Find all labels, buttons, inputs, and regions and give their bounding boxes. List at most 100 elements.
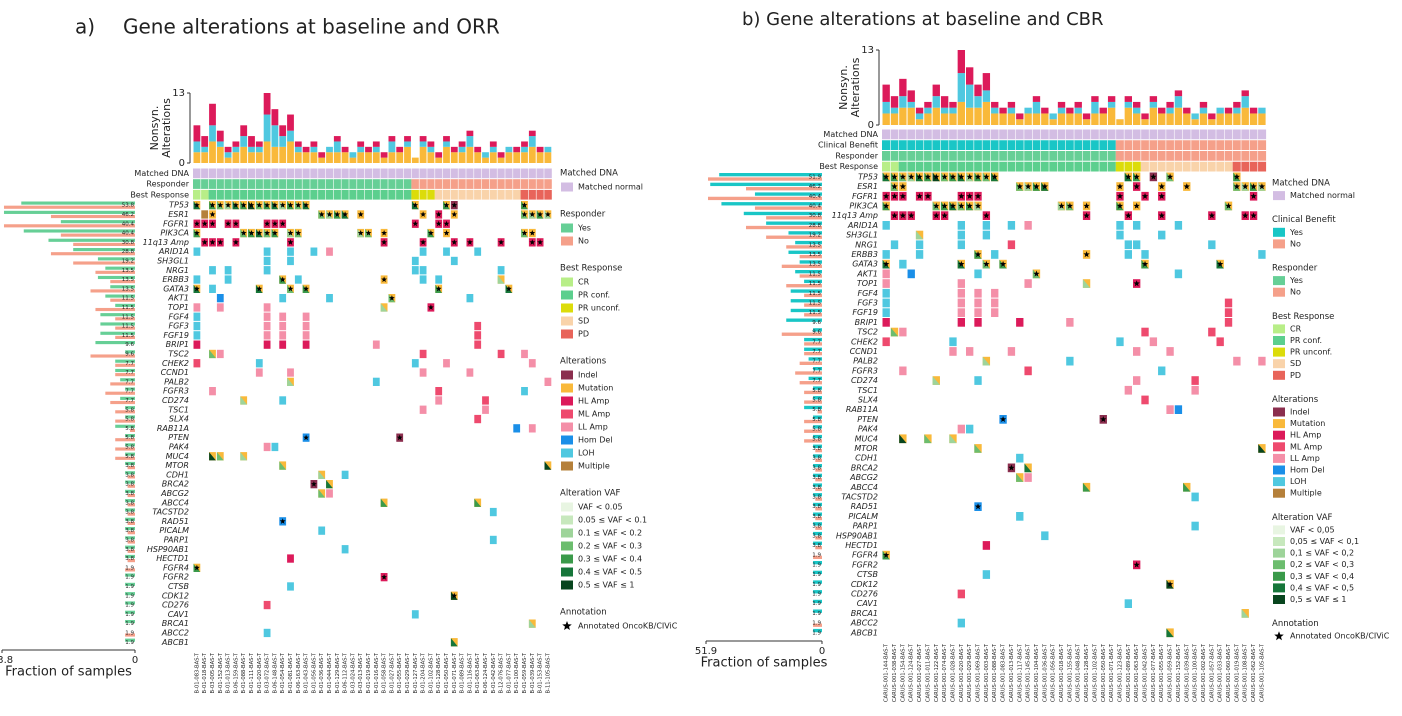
alteration-cell [957,191,965,201]
cell-fill [974,298,982,308]
gene-label: ABCB1 [161,638,189,647]
alteration-cell [435,387,443,396]
legend-swatch [1273,548,1285,558]
cell-fill [1224,308,1233,317]
sample-label: CARUS-001-038-BAS-T [892,643,898,702]
gene-label: FGF19 [852,308,878,317]
alteration-cell [193,331,201,340]
gene-label: PAK4 [858,425,878,434]
bar-segment [982,90,991,102]
sample-label: CARUS-001-071-BAS-T [1109,643,1115,702]
cell-vaf [318,489,326,498]
cell-fill [991,298,999,308]
bar-segment [263,141,271,163]
bar-segment [1224,107,1233,114]
cell-vaf [365,228,372,238]
fraction-bar [115,326,135,330]
sample-label: B-01-088-BAS-T [241,652,247,693]
sample-label: CARUS-001-144-BAS-T [884,643,890,702]
y-axis-label: Nonsyn. [837,65,850,110]
bar-segment [915,119,924,125]
legend-swatch [561,223,573,233]
annotation-star [271,229,278,236]
alteration-cell [287,368,294,377]
alteration-cell [966,172,974,182]
alteration-cell [279,275,287,284]
cell-vaf [1016,473,1024,482]
legend-label: PR unconf. [1290,348,1332,357]
bar-segment [957,101,965,125]
cell-fill [974,269,982,279]
alteration-cell [1133,560,1141,570]
fraction-bar [804,313,822,317]
annotation-star [451,592,458,599]
fraction-bar [120,396,135,400]
gene-label: SH3GL1 [157,256,189,265]
cell-fill [193,247,201,256]
cell-vaf [287,228,294,238]
fraction-bar [105,266,135,270]
alteration-cell [890,327,899,337]
bar-segment [915,113,924,120]
alteration-cell [419,349,427,359]
sample-label: CARUS-001-100-BAS-T [1193,643,1199,702]
sample-label: CARUS-001-013-BAS-T [1009,643,1015,702]
annotation-star [1083,212,1090,219]
fraction-label: 9.6 [125,351,134,357]
alteration-cell [974,288,982,298]
annotation-star [941,202,948,209]
annotation-star [240,229,247,236]
gene-label: FGFR3 [852,366,878,375]
bar-segment [443,141,450,147]
alteration-cell [982,230,991,240]
cell-fill [957,308,965,317]
alteration-cell [193,359,201,368]
alteration-cell [427,228,435,238]
bar-segment [1158,113,1166,125]
gene-label: TSC1 [857,386,878,395]
annotation-star [941,173,948,180]
legend-swatch [561,502,573,512]
bar-segment [899,107,907,125]
bar-segment [1174,90,1183,97]
alteration-cell [279,201,287,210]
alteration-cell [1233,172,1241,182]
bar-segment [1099,113,1107,125]
alteration-cell [302,340,310,349]
fraction-label: 1.9 [812,621,821,627]
cell-fill [1024,279,1032,288]
bar-segment [1249,107,1258,114]
annotation-star [287,202,294,208]
sample-label: CARUS-001-027-BAS-T [917,643,923,702]
bar-segment [924,101,932,108]
bar-segment [404,141,411,147]
bar-segment [201,152,209,163]
alteration-cell [1149,337,1158,347]
cell-fill [1133,376,1141,385]
fraction-bar [110,400,135,405]
annotation-star [303,434,310,441]
fraction-bar [95,270,135,274]
sample-label: CARUS-001-123-BAS-T [1117,643,1123,702]
alteration-cell [882,201,890,211]
fraction-label: 5.8 [125,407,134,413]
cell-fill [1158,366,1166,376]
gene-label: TP53 [858,172,878,181]
sample-label: CARUS-001-029-BAS-T [967,643,973,702]
annotation-star [1141,192,1149,199]
alteration-cell [263,201,271,210]
bar-segment [899,78,907,97]
gene-label: FGFR4 [163,563,189,572]
alteration-cell [932,201,940,211]
cell-fill [1024,473,1032,482]
bar-segment [991,107,999,114]
alteration-cell [263,321,271,331]
cell-vaf [1241,609,1249,618]
annotation-star [899,173,907,180]
cell-fill [521,349,528,359]
bar-segment [333,152,341,163]
alteration-cell [209,452,216,461]
cell-fill [279,294,287,303]
annotation-star [201,239,208,245]
annotation-star [949,202,957,209]
